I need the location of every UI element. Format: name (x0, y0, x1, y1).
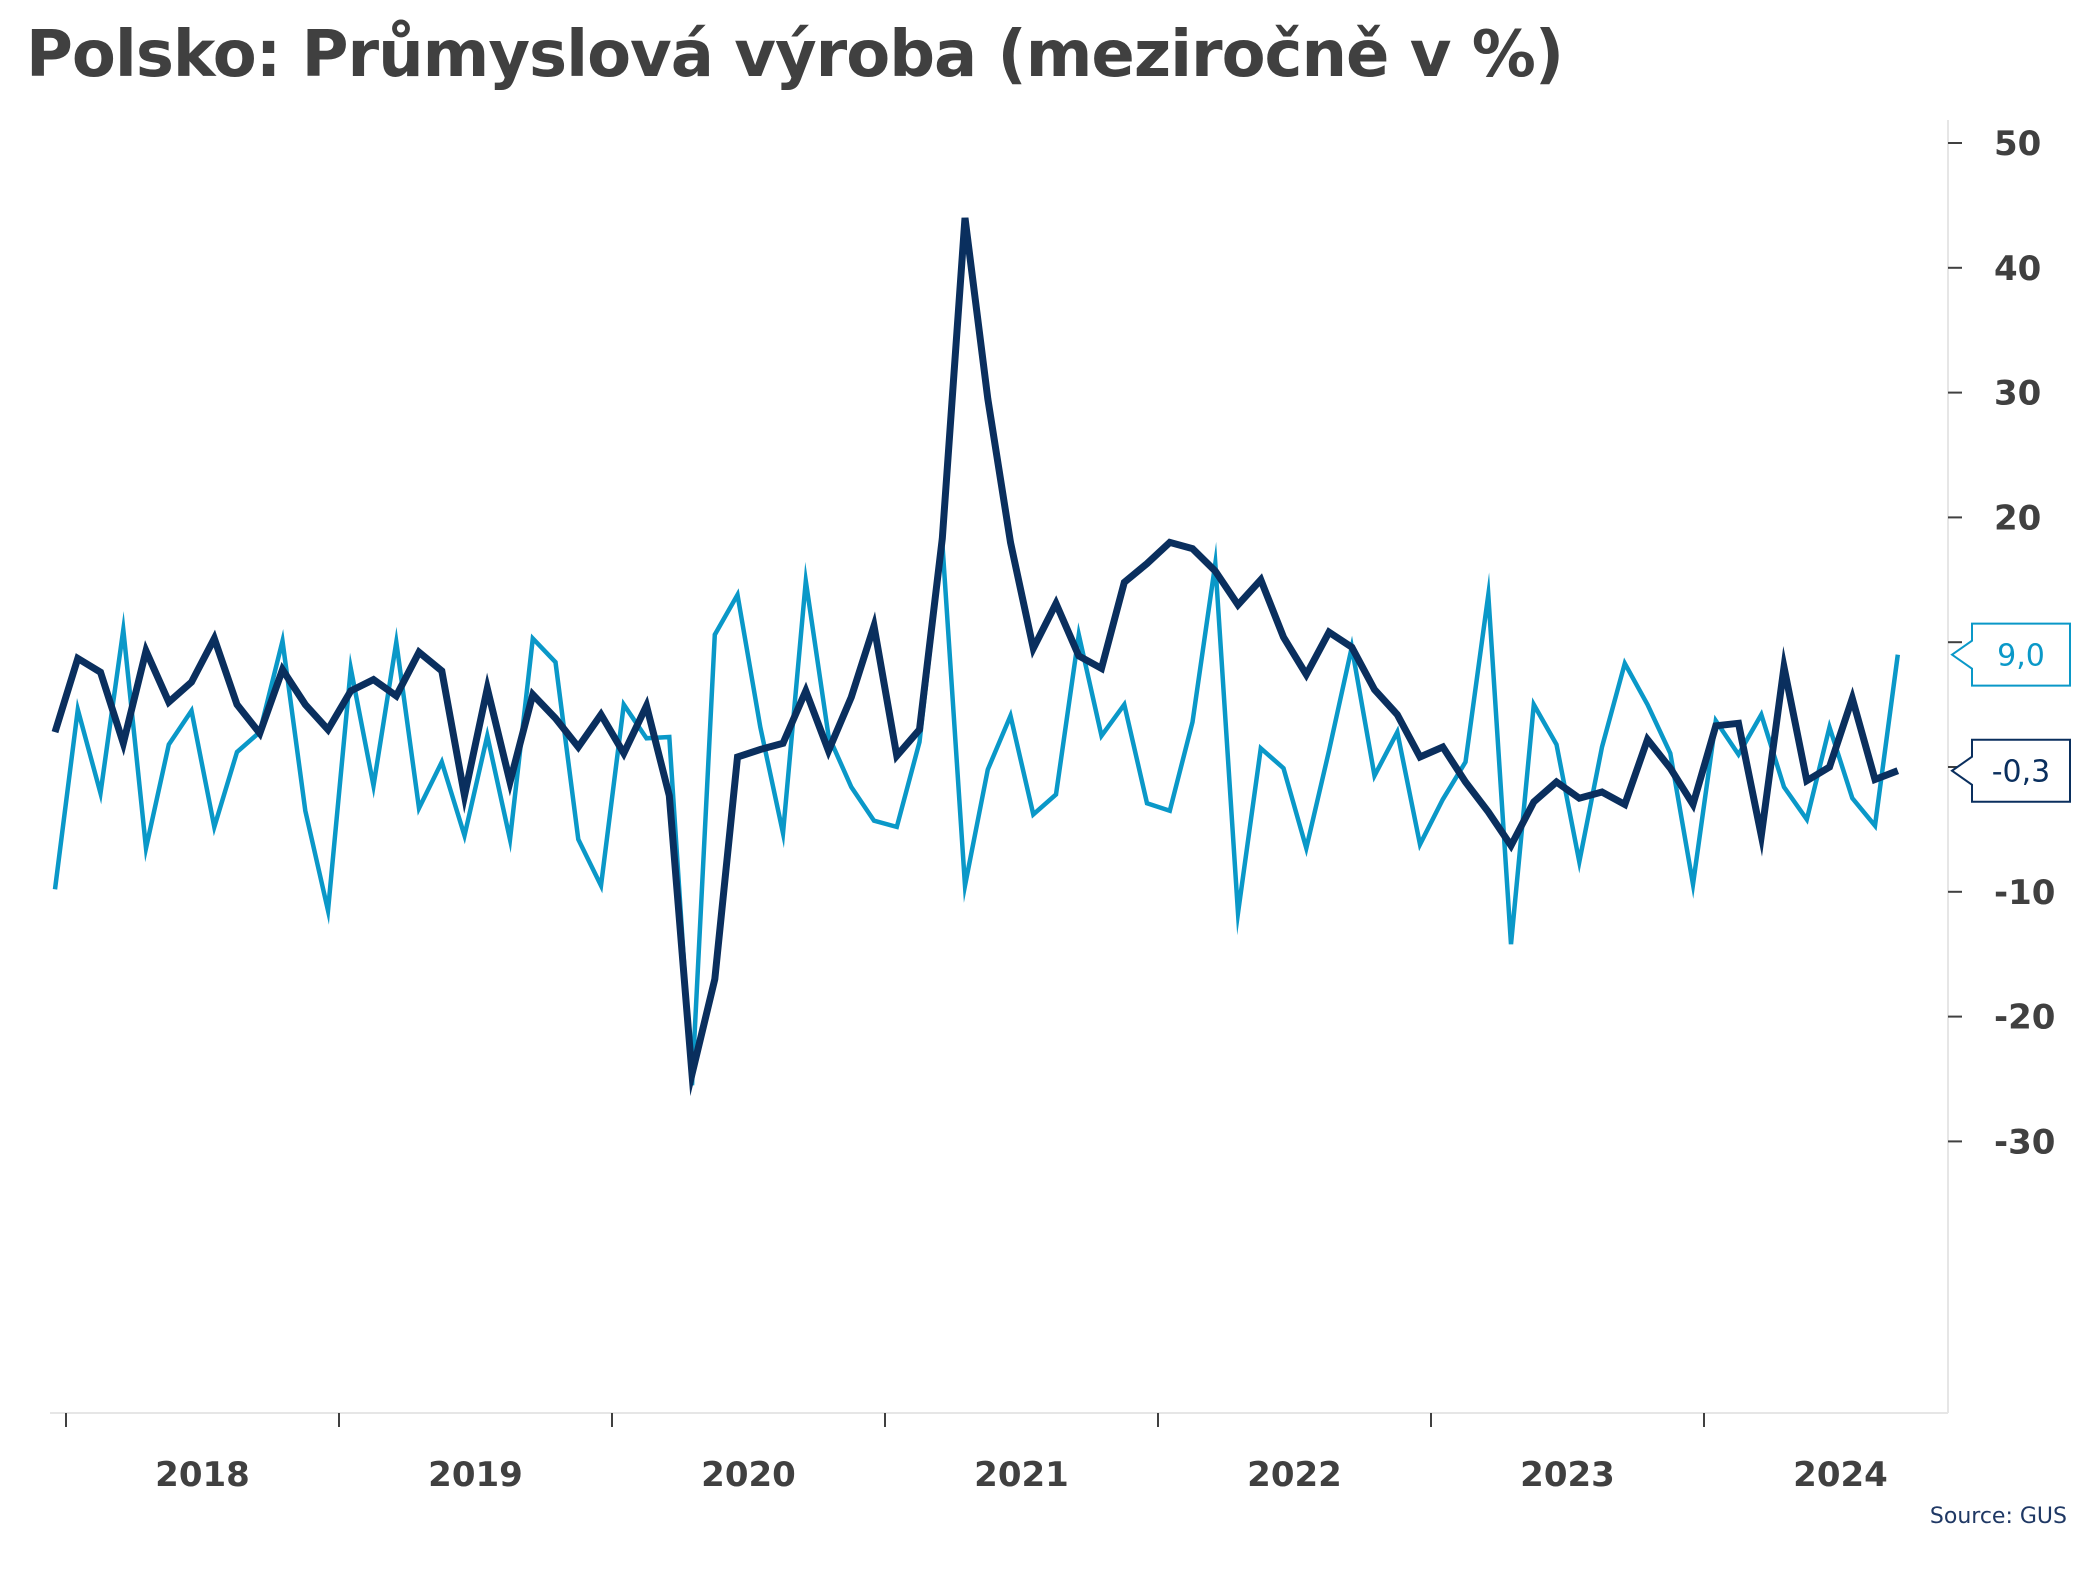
x-tick-label: 2021 (974, 1455, 1069, 1495)
last-value-callout (1950, 622, 2071, 687)
callouts: -0,3 9,0 (1950, 622, 2071, 803)
y-tick-label: 40 (1994, 249, 2041, 289)
source-note: Source: GUS (1929, 1504, 2067, 1529)
x-tick-label: 2020 (701, 1455, 796, 1495)
last-value-label: 9,0 (1997, 639, 2045, 674)
y-tick-label: 30 (1994, 374, 2041, 414)
y-tick-label: 50 (1994, 124, 2041, 164)
last-value-callout (1950, 738, 2071, 803)
y-tick-label: 20 (1994, 498, 2041, 538)
y-tick-label: -10 (1994, 873, 2055, 913)
series-line (52, 541, 1901, 1086)
x-tick-label: 2022 (1247, 1455, 1342, 1495)
x-axis: 2018 2019 2020 2021 2022 2023 2024 (50, 1412, 1948, 1495)
x-tick-label: 2023 (1520, 1455, 1615, 1495)
x-tick-label: 2024 (1793, 1455, 1888, 1495)
y-tick-label: -20 (1994, 998, 2055, 1038)
x-tick-label: 2018 (155, 1455, 250, 1495)
series-layer (51, 217, 1901, 1097)
x-tick-label: 2019 (428, 1455, 523, 1495)
last-value-label: -0,3 (1992, 755, 2051, 790)
y-tick-label: -30 (1994, 1122, 2055, 1162)
series-line (51, 217, 1900, 1097)
chart-title: Polsko: Průmyslová výroba (meziročně v %… (26, 18, 1564, 92)
